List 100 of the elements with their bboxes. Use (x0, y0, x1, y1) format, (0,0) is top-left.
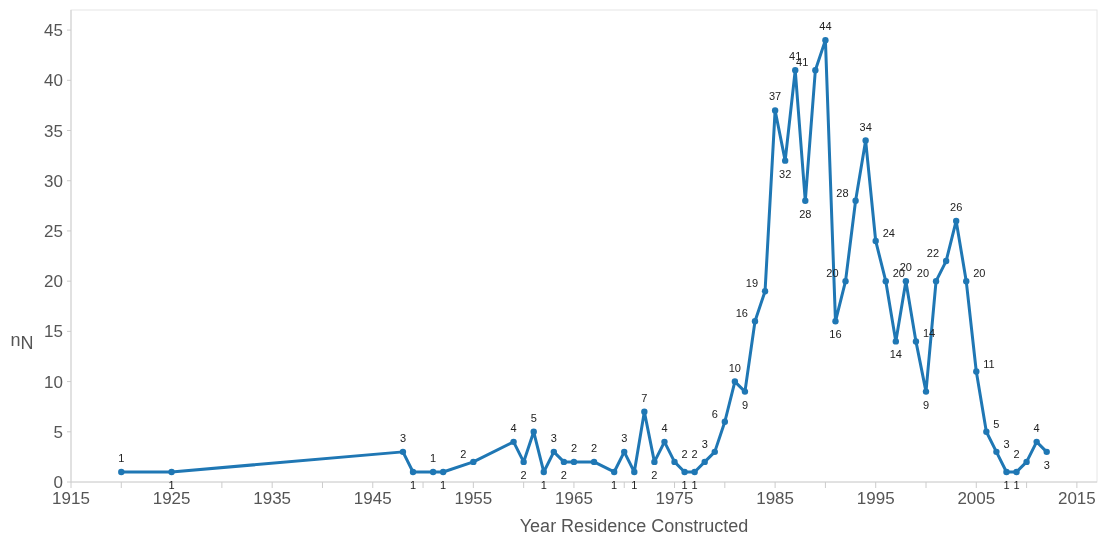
point (691, 468, 698, 476)
y-tick-label: 20 (44, 272, 63, 292)
data-label: 9 (922, 398, 930, 411)
data-label: 2 (1013, 447, 1020, 460)
point (852, 197, 859, 205)
x-tick-label: 1955 (454, 489, 493, 508)
data-label: 4 (1033, 421, 1040, 434)
x-tick-label: 2005 (957, 489, 996, 508)
data-label: 11 (983, 357, 995, 370)
point (973, 368, 980, 375)
data-label: 22 (926, 247, 940, 260)
point (912, 338, 920, 345)
data-label: 14 (889, 348, 902, 361)
point (610, 468, 618, 476)
data-label: 26 (950, 200, 963, 213)
data-label: 1 (681, 478, 688, 491)
x-tick-label: 1965 (555, 489, 593, 508)
y-tick-label: 10 (44, 372, 63, 392)
point (651, 458, 658, 466)
point (792, 67, 799, 74)
data-label: 2 (691, 447, 698, 460)
point (711, 448, 718, 456)
point (892, 338, 900, 345)
point (409, 468, 417, 476)
point (832, 318, 839, 325)
data-label: 44 (819, 20, 832, 33)
data-label: 1 (691, 478, 698, 491)
data-label: 2 (460, 447, 467, 460)
point (1003, 468, 1010, 476)
y-tick-label: 0 (53, 473, 63, 492)
point (741, 388, 749, 395)
x-axis-title: Year Residence Constructed (519, 516, 749, 536)
data-label: 1 (1013, 478, 1020, 491)
x-tick-label: 1985 (756, 489, 795, 508)
data-label: 1 (440, 478, 447, 491)
point (510, 438, 517, 446)
data-label: 28 (836, 186, 849, 199)
data-label: 1 (611, 478, 618, 491)
point (952, 217, 960, 225)
point (812, 67, 819, 74)
y-tick-label: 40 (44, 71, 63, 91)
data-label: 1 (1003, 478, 1010, 491)
data-label: 3 (1003, 437, 1010, 450)
data-label: 3 (621, 431, 628, 444)
point (530, 428, 537, 435)
point (751, 318, 759, 325)
point (731, 378, 739, 385)
data-label: 1 (430, 451, 437, 464)
point (701, 458, 708, 466)
point (550, 448, 558, 456)
y-axis-title: Nu (10, 332, 34, 352)
point (862, 137, 869, 144)
data-label: 1 (631, 478, 638, 491)
point (1033, 438, 1040, 446)
point (1043, 448, 1050, 456)
point (922, 388, 930, 395)
data-label: 20 (916, 267, 930, 280)
data-label: 1 (118, 451, 125, 464)
data-label: 1 (168, 478, 175, 491)
x-tick-label: 2015 (1057, 489, 1096, 508)
data-label: 2 (520, 468, 527, 481)
point (761, 287, 769, 295)
data-label: 10 (728, 361, 742, 374)
point (983, 428, 990, 435)
point (681, 468, 688, 476)
data-label: 19 (745, 277, 759, 290)
data-label: 9 (741, 398, 748, 411)
y-tick-label: 5 (53, 422, 63, 442)
data-label: 16 (829, 328, 842, 341)
point (570, 458, 578, 466)
data-label: 1 (409, 478, 417, 491)
point (721, 418, 729, 425)
point (1013, 468, 1020, 476)
y-tick-label: 30 (44, 171, 63, 191)
y-tick-label: 15 (44, 322, 63, 342)
point (560, 458, 568, 466)
point (631, 468, 638, 476)
x-tick-label: 1975 (655, 489, 694, 508)
data-label: 2 (560, 468, 567, 481)
x-tick-label: 1935 (253, 489, 292, 508)
data-label: 28 (799, 207, 812, 220)
data-label: 2 (651, 468, 658, 481)
point (802, 197, 809, 205)
point (520, 458, 527, 466)
point (932, 277, 940, 285)
data-label: 7 (641, 391, 648, 404)
point (168, 468, 175, 476)
point (781, 157, 789, 164)
data-label: 6 (711, 407, 718, 420)
y-tick-label: 25 (44, 221, 63, 241)
data-label: 3 (701, 437, 708, 450)
x-tick-label: 1925 (152, 489, 191, 508)
point (902, 277, 910, 285)
data-label: 34 (859, 120, 872, 133)
data-label: 37 (768, 90, 782, 103)
x-tick-label: 1995 (856, 489, 895, 508)
point (641, 408, 648, 415)
data-label: 5 (993, 417, 1000, 430)
data-label: 2 (570, 441, 577, 454)
point (963, 277, 970, 285)
